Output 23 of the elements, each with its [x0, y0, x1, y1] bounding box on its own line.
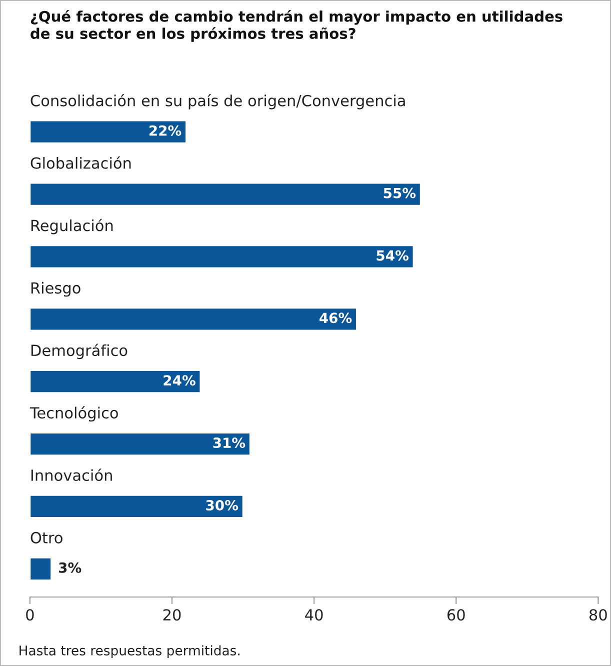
data-label: 55% [384, 188, 416, 198]
data-label: 3% [58, 562, 82, 573]
data-label: 24% [164, 375, 196, 386]
data-label: 46% [320, 312, 352, 324]
y-tick-label: Demográfico [31, 344, 128, 360]
x-tick-label: 80 [589, 609, 607, 621]
y-tick-label: Otro [30, 532, 62, 544]
x-tick-label: 40 [305, 609, 323, 621]
y-tick-label: Tecnológico [30, 406, 118, 422]
x-tick-label: 0 [26, 609, 34, 621]
data-label: 30% [206, 500, 238, 510]
data-label: 54% [376, 250, 409, 261]
x-tick-label: 60 [447, 609, 465, 621]
y-tick-label: Globalización [30, 156, 131, 169]
y-tick-label: Regulación [31, 218, 113, 234]
chart-title: ¿Qué factores de cambio tendrán el mayor impacto en utilidades de su sector en los próximos tres años? [30, 10, 562, 42]
text: Hasta tres respuestas permitidas. [20, 645, 240, 658]
y-tick-label: Consolidación en su país de origen/Convergencia [30, 94, 405, 110]
y-tick-label: Innovación [31, 468, 112, 482]
y-tick-label: Riesgo [31, 282, 80, 297]
x-tick-label: 20 [163, 609, 181, 621]
data-label: 22% [150, 125, 182, 136]
data-label: 31% [213, 438, 246, 448]
